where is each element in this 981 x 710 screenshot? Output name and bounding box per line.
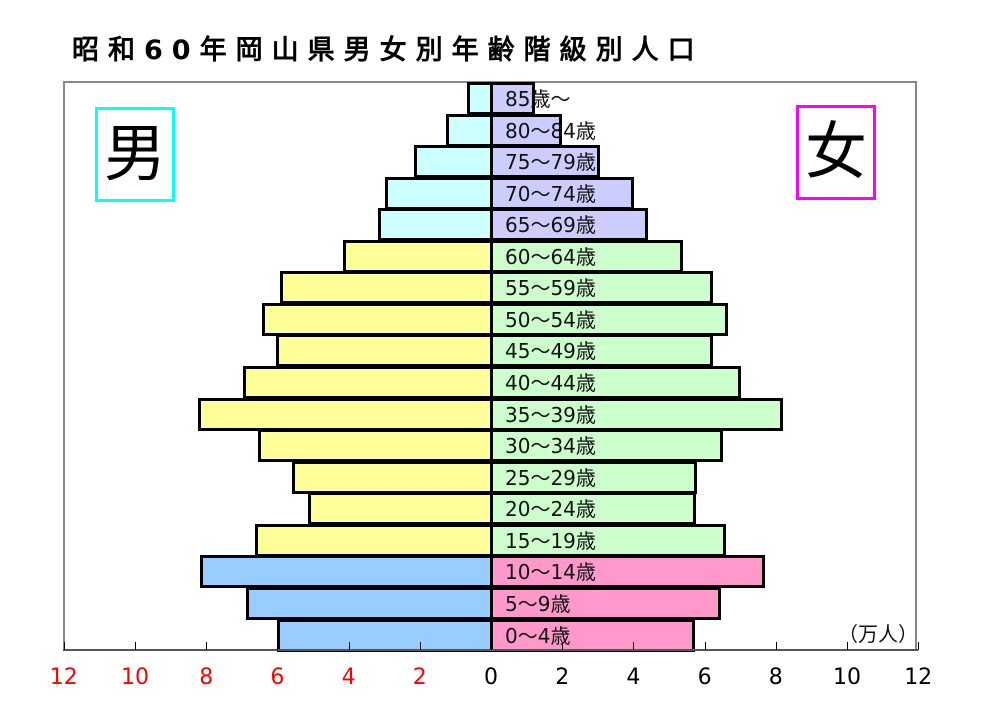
male-bar [414, 145, 493, 178]
male-bar [199, 555, 493, 588]
female-bar [490, 145, 600, 178]
male-bar [246, 587, 493, 620]
x-tick-label: 4 [626, 665, 641, 690]
x-tick [775, 642, 777, 650]
male-bar [378, 208, 493, 241]
age-group-label: 20～24歳 [505, 497, 596, 521]
female-bar [490, 492, 697, 525]
age-group-label: 75～79歳 [505, 150, 596, 174]
x-tick-label: 4 [341, 665, 356, 690]
age-group-label: 85歳～ [505, 87, 571, 111]
age-group-label: 35～39歳 [505, 403, 596, 427]
chart-title: 昭和60年岡山県男女別年齢階級別人口 [72, 35, 704, 66]
age-group-label: 45～49歳 [505, 339, 596, 363]
x-tick-label: 2 [412, 665, 427, 690]
male-bar [258, 429, 493, 462]
age-group-label: 55～59歳 [505, 276, 596, 300]
x-tick [135, 642, 136, 650]
age-group-label: 0～4歳 [505, 624, 571, 648]
age-group-label: 40～44歳 [505, 371, 596, 395]
male-bar [198, 398, 493, 431]
x-tick [491, 642, 492, 650]
female-bar [490, 366, 741, 399]
age-group-label: 10～14歳 [505, 560, 596, 584]
age-group-label: 25～29歳 [505, 466, 596, 490]
female-bar [490, 429, 724, 462]
x-tick [633, 642, 635, 650]
age-group-label: 60～64歳 [505, 245, 596, 269]
x-tick [918, 642, 920, 650]
x-tick-label: 6 [697, 665, 712, 690]
x-tick-label: 2 [555, 665, 570, 690]
unit-label: （万人） [838, 622, 918, 646]
male-bar [262, 303, 493, 336]
male-bar [242, 366, 493, 399]
age-group-label: 5～9歳 [505, 592, 571, 616]
age-group-label: 50～54歳 [505, 308, 596, 332]
male-bar [254, 524, 493, 557]
male-bar [277, 619, 493, 652]
female-bar [490, 240, 683, 273]
x-tick [277, 642, 279, 650]
age-group-label: 30～34歳 [505, 434, 596, 458]
x-tick-label: 8 [199, 665, 214, 690]
x-tick [847, 642, 848, 650]
female-bar [490, 334, 714, 367]
male-bar [308, 492, 493, 525]
x-axis-line [63, 649, 918, 651]
x-tick-label: 8 [768, 665, 783, 690]
age-group-label: 70～74歳 [505, 182, 596, 206]
female-bar [490, 271, 714, 304]
female-bar [490, 619, 695, 652]
female-label-box: 女 [796, 105, 876, 200]
male-label-box: 男 [95, 107, 175, 202]
female-bar [490, 555, 766, 588]
x-tick-label: 10 [833, 665, 861, 690]
male-bar [291, 461, 493, 494]
male-bar [275, 334, 493, 367]
x-tick [419, 642, 421, 650]
x-tick [348, 642, 350, 650]
x-tick-label: 6 [270, 665, 285, 690]
female-bar [490, 177, 635, 210]
female-bar [490, 587, 721, 620]
male-bar [446, 114, 493, 147]
female-bar [490, 82, 536, 115]
x-tick [562, 642, 564, 650]
x-tick-label: 10 [121, 665, 149, 690]
female-bar [490, 208, 648, 241]
male-bar [384, 177, 493, 210]
age-group-label: 80～84歳 [505, 119, 596, 143]
male-bar [342, 240, 493, 273]
age-group-label: 15～19歳 [505, 529, 596, 553]
x-tick [704, 642, 706, 650]
x-tick-label: 12 [49, 665, 78, 690]
x-tick [63, 642, 65, 650]
x-tick [206, 642, 208, 650]
x-tick-label: 12 [904, 665, 933, 690]
age-group-label: 65～69歳 [505, 213, 596, 237]
male-bar [279, 271, 493, 304]
x-tick-label: 0 [484, 665, 498, 690]
